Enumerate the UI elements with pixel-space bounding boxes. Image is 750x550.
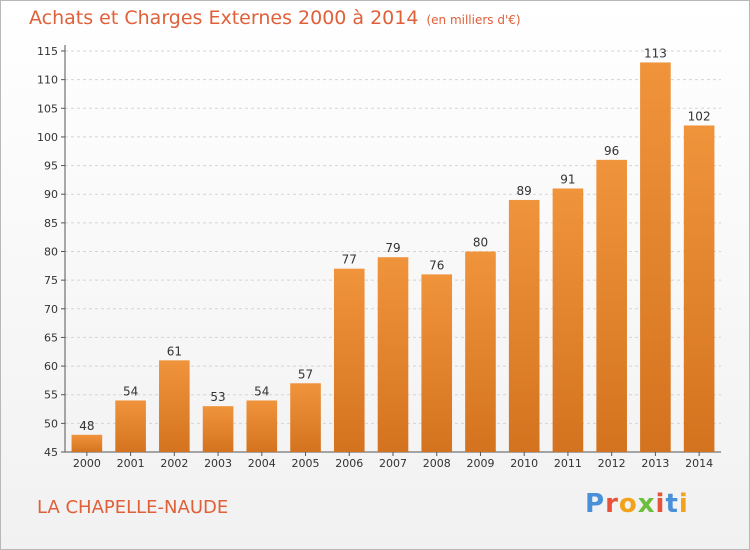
x-tick-label-2010: 2010 (510, 457, 538, 470)
value-label-2000: 48 (79, 419, 94, 433)
chart-title-text: Achats et Charges Externes 2000 à 2014 (29, 7, 419, 29)
y-tick-label: 95 (44, 160, 58, 173)
y-tick-label: 80 (44, 246, 58, 259)
value-label-2004: 54 (254, 384, 269, 398)
value-label-2011: 91 (560, 172, 575, 186)
bar-2011 (552, 188, 584, 452)
y-tick-label: 110 (37, 74, 58, 87)
bars (71, 62, 715, 453)
proxiti-logo: Proxiti (585, 489, 689, 519)
bar-2005 (290, 383, 321, 452)
bar-2010 (508, 199, 540, 452)
y-tick-label: 100 (37, 131, 58, 144)
value-label-2013: 113 (644, 46, 667, 60)
y-tick-label: 60 (44, 360, 58, 373)
y-tick-label: 45 (44, 446, 58, 459)
y-tick-label: 50 (44, 417, 58, 430)
value-label-2006: 77 (342, 253, 357, 267)
bar-2006 (333, 268, 365, 452)
y-tick-label: 90 (44, 188, 58, 201)
x-tick-label-2001: 2001 (117, 457, 145, 470)
value-label-2008: 76 (429, 258, 444, 272)
x-tick-label-2005: 2005 (292, 457, 320, 470)
bar-2003 (202, 406, 234, 452)
logo-letter: o (618, 489, 638, 519)
value-label-2007: 79 (385, 241, 400, 255)
chart-title: Achats et Charges Externes 2000 à 2014 (e… (29, 7, 521, 29)
y-tick-label: 105 (37, 102, 58, 115)
tick-labels: 45 50 55 60 65 70 75 80 85 90 95 100 105 110 115 2000 20… (37, 45, 713, 470)
logo-letter: t (665, 489, 679, 519)
y-tick-label: 75 (44, 274, 58, 287)
value-label-2001: 54 (123, 384, 138, 398)
x-tick-label-2004: 2004 (248, 457, 276, 470)
x-tick-label-2009: 2009 (466, 457, 494, 470)
value-label-2014: 102 (688, 109, 711, 123)
bar-2007 (377, 257, 409, 452)
y-tick-label: 55 (44, 389, 58, 402)
x-tick-label-2013: 2013 (641, 457, 669, 470)
x-tick-label-2011: 2011 (554, 457, 582, 470)
location-label: LA CHAPELLE-NAUDE (37, 497, 229, 518)
x-tick-label-2012: 2012 (598, 457, 626, 470)
bar-2004 (246, 400, 278, 452)
x-tick-label-2007: 2007 (379, 457, 407, 470)
logo-letter: i (678, 489, 689, 519)
y-tick-label: 70 (44, 303, 58, 316)
value-label-2012: 96 (604, 144, 619, 158)
bar-2014 (683, 125, 715, 452)
logo-letter: r (605, 489, 619, 519)
value-labels: 48 54 61 53 54 57 77 79 76 80 89 91 96 113 102 (79, 46, 710, 432)
y-tick-label: 85 (44, 217, 58, 230)
logo-letter: x (637, 489, 656, 519)
value-label-2002: 61 (167, 344, 182, 358)
x-tick-label-2006: 2006 (335, 457, 363, 470)
x-tick-label-2014: 2014 (685, 457, 713, 470)
logo-letter: i (655, 489, 666, 519)
bar-2012 (596, 159, 627, 453)
value-label-2009: 80 (473, 236, 488, 250)
y-tick-label: 115 (37, 45, 58, 58)
value-label-2005: 57 (298, 367, 313, 381)
logo-letter: P (585, 489, 606, 519)
bar-2009 (465, 251, 496, 452)
bar-2001 (115, 400, 146, 452)
bar-2013 (640, 62, 671, 452)
chart-subtitle: (en milliers d'€) (426, 13, 521, 27)
x-tick-label-2008: 2008 (423, 457, 451, 470)
bar-2008 (421, 274, 453, 452)
x-tick-label-2003: 2003 (204, 457, 232, 470)
x-tick-label-2000: 2000 (73, 457, 101, 470)
bar-2000 (71, 434, 103, 452)
x-tick-label-2002: 2002 (160, 457, 188, 470)
y-tick-label: 65 (44, 331, 58, 344)
value-label-2003: 53 (210, 390, 225, 404)
value-label-2010: 89 (517, 184, 532, 198)
bar-2002 (159, 360, 190, 452)
